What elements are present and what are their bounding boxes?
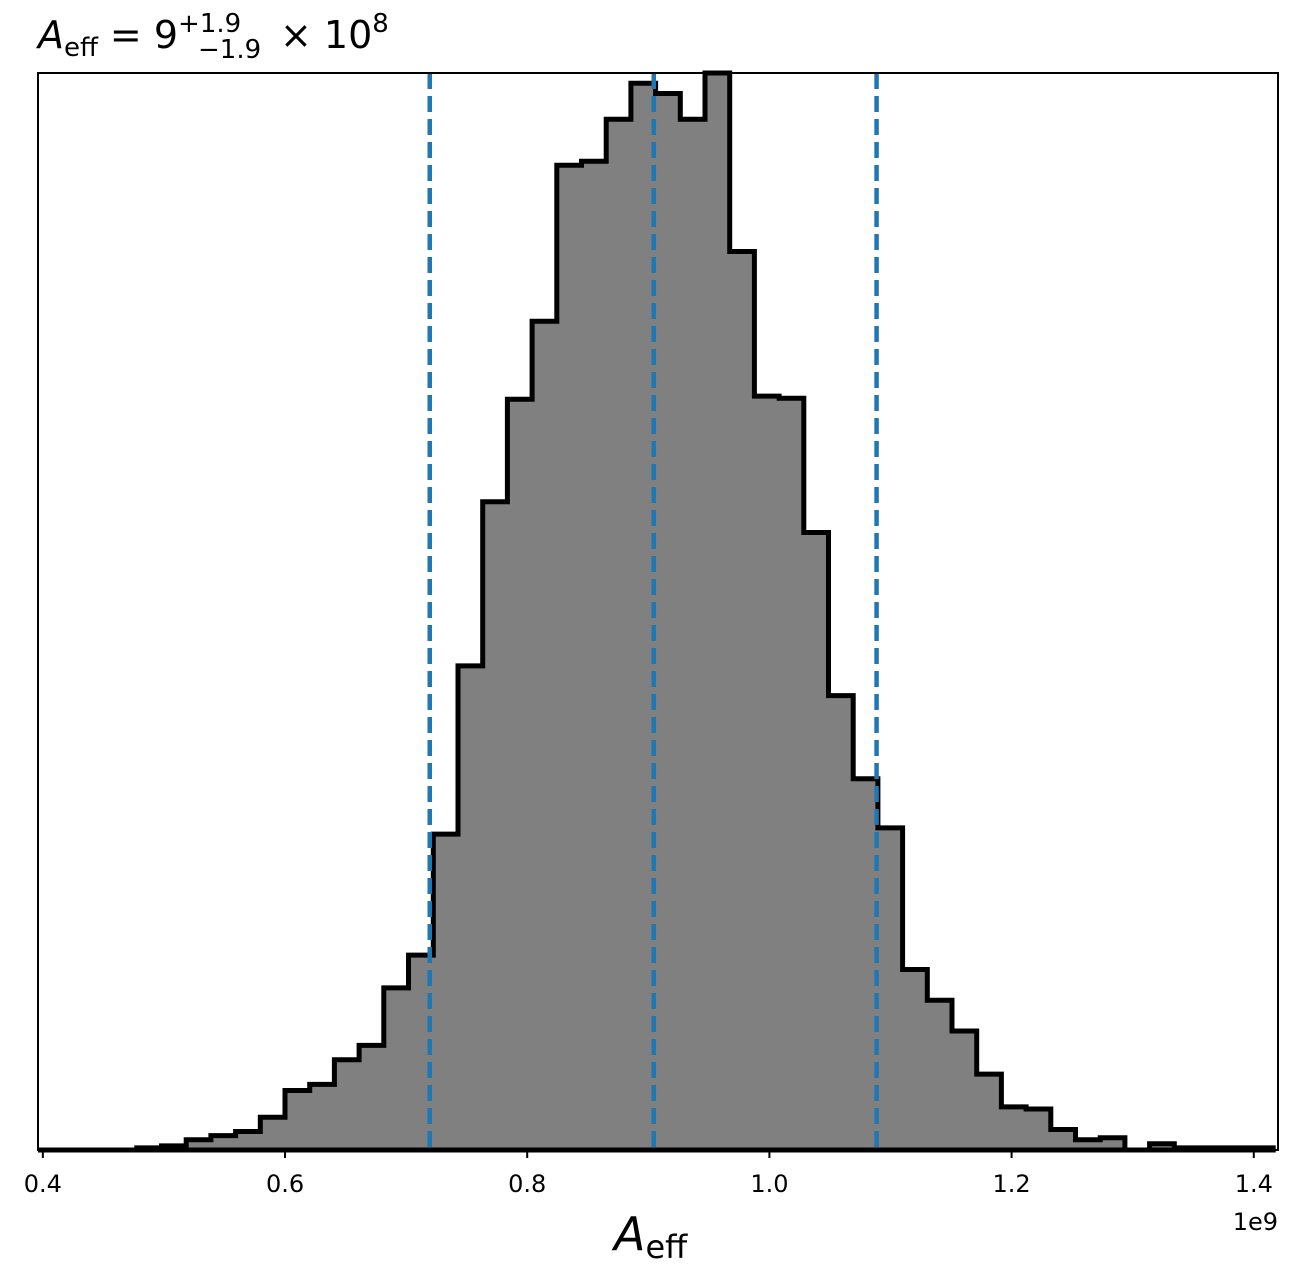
x-axis-label-subscript: eff [645, 1228, 688, 1266]
title-multiplier: × 108 [280, 9, 389, 57]
plot-area [38, 70, 1278, 1153]
x-axis-label-symbol: A [611, 1207, 645, 1261]
title-symbol: A [35, 13, 64, 57]
axes-frame [37, 72, 1279, 1151]
title-superscript: +1.9 [178, 9, 241, 39]
quantile-lines [427, 73, 879, 1150]
x-tick-label: 0.8 [508, 1170, 546, 1198]
x-tick-label: 0.4 [24, 1170, 62, 1198]
x-tick-label: 1.4 [1235, 1170, 1273, 1198]
title-equals: = 9 [110, 13, 178, 57]
x-tick-label: 1.0 [750, 1170, 788, 1198]
chart-title: Aeff = 9+1.9 [35, 9, 241, 63]
x-axis-label: Aeff [611, 1207, 688, 1266]
title-exponent: 8 [372, 9, 389, 39]
x-tick-label: 1.2 [993, 1170, 1031, 1198]
title-symbol-subscript: eff [64, 33, 99, 63]
title-subscript: −1.9 [198, 35, 261, 65]
title-times: × 10 [280, 13, 372, 57]
x-tick-label: 0.6 [266, 1170, 304, 1198]
x-axis-ticks: 0.4 0.6 0.8 1.0 1.2 1.4 [24, 1150, 1273, 1198]
x-axis-offset: 1e9 [1233, 1208, 1278, 1236]
